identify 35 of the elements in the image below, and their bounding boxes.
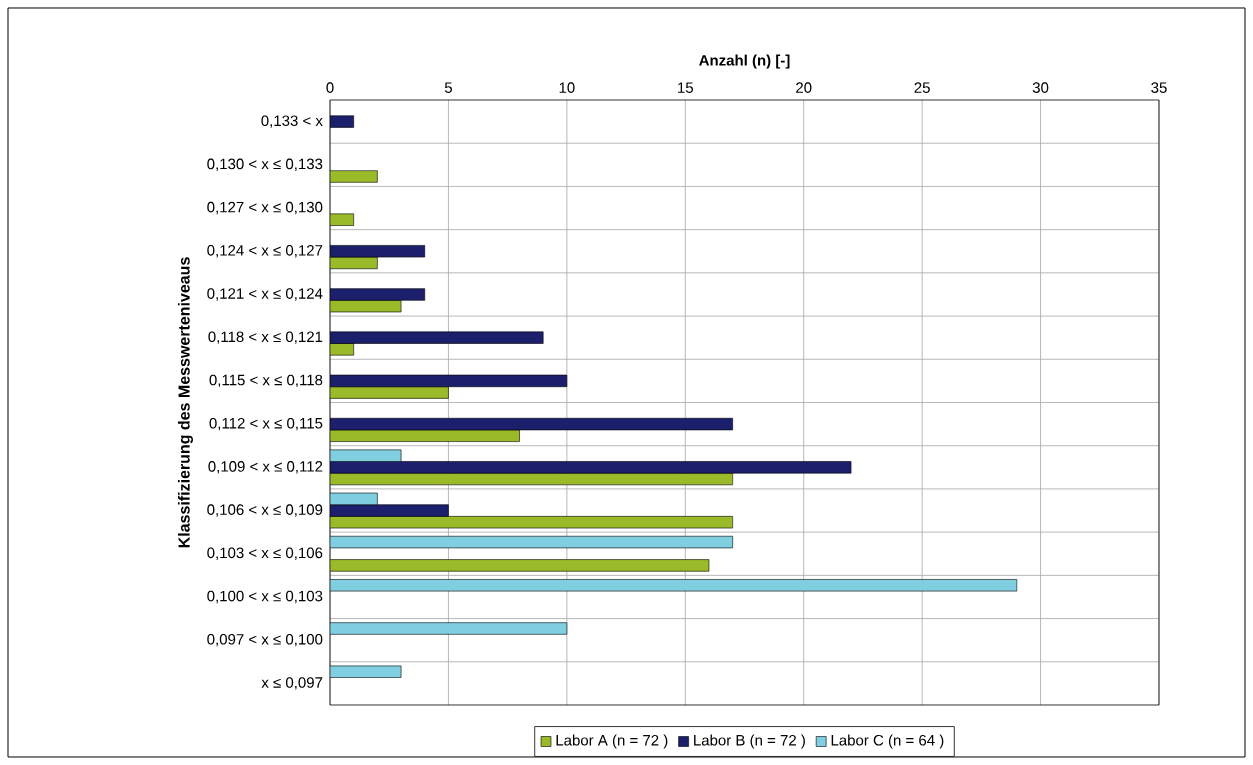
bar [330,622,568,635]
y-tick-label: 0,109 < x ≤ 0,112 [208,461,323,474]
y-tick-label: 0,115 < x ≤ 0,118 [209,374,323,388]
y-tick-label: 0,106 < x ≤ 0,109 [207,504,323,517]
y-tick-label: x ≤ 0,097 [261,677,323,690]
bar [330,449,402,462]
x-tick-label: 15 [678,82,693,93]
bar [330,331,544,344]
bar [330,386,449,399]
x-tick-label: 20 [796,82,812,93]
bar [330,559,710,572]
x-axis-title: Anzahl (n) [-] [699,54,790,69]
y-tick-label: 0,118 < x ≤ 0,121 [208,331,323,344]
legend-label: Labor B (n = 72 ) [694,734,805,749]
bar [330,504,449,517]
y-tick-label: 0,097 < x ≤ 0,100 [207,633,323,647]
legend-label: Labor A (n = 72 ) [556,734,668,749]
y-tick-label: 0,127 < x ≤ 0,130 [207,201,323,215]
legend-label: Labor C (n = 64 ) [831,734,944,749]
x-tick-label: 35 [1151,82,1167,93]
y-tick-label: 0,133 < x [261,115,323,128]
y-tick-label: 0,124 < x ≤ 0,127 [207,245,323,258]
y-tick-label: 0,121 < x ≤ 0,124 [207,288,323,301]
y-tick-label: 0,103 < x ≤ 0,106 [207,547,323,560]
x-tick-label: 10 [559,82,575,93]
y-tick-label: 0,100 < x ≤ 0,103 [207,590,323,604]
bar [330,170,378,183]
x-tick-label: 0 [326,82,334,93]
bar [330,288,426,301]
y-axis-title: Klassifizierung des Messwerteniveaus [177,257,193,548]
x-tick-label: 25 [914,82,930,93]
y-tick-label: 0,112 < x ≤ 0,115 [209,417,323,431]
x-tick-label: 5 [444,82,452,93]
y-tick-label: 0,130 < x ≤ 0,133 [207,158,323,172]
x-tick-label: 30 [1032,82,1049,93]
